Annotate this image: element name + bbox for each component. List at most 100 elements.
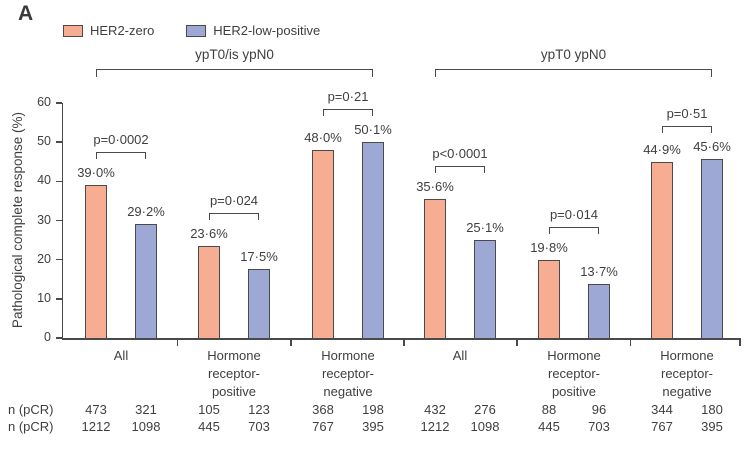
p-value-bracket [323,108,373,116]
y-tick-label: 30 [37,212,51,227]
p-value-label: p=0·024 [209,192,259,208]
category-tick [629,338,632,346]
p-value-label: p=0·21 [327,88,369,104]
bar-her2-zero-group1 [85,185,107,338]
p-value-bracket [435,165,485,173]
count-value: 767 [651,419,673,434]
category-label: All [452,348,468,363]
x-axis-line [61,338,741,340]
bar-her2-low-positive-group6 [701,159,723,338]
bar-value-label: 45·6% [693,139,731,155]
y-tick [55,337,62,339]
section-bracket-label-2: ypT0 ypN0 [540,47,607,62]
bar-value-label: 19·8% [530,240,568,256]
bar-value-label: 44·9% [643,142,681,158]
count-value: 1212 [81,419,111,434]
y-tick [55,102,62,104]
p-value-label: p<0·0001 [432,145,488,161]
count-value: 432 [424,402,446,417]
count-row-label: n (pCR) [8,402,54,417]
legend-item-her2-zero: HER2-zero [63,23,154,38]
legend-label-her2-zero: HER2-zero [90,23,155,38]
p-value-bracket [96,152,146,160]
section-bracket-1 [96,69,373,77]
count-value: 88 [541,402,557,417]
bar-her2-low-positive-group3 [362,141,384,338]
count-value: 1212 [420,419,450,434]
category-label: Hormone receptor- negative [321,348,375,399]
category-tick [403,338,405,346]
bar-value-label: 23·6% [190,225,228,241]
count-value: 473 [85,402,107,417]
bar-her2-zero-group3 [312,150,334,338]
bar-her2-zero-group5 [538,260,560,338]
count-value: 445 [538,419,560,434]
y-tick-label: 20 [37,251,51,266]
legend-swatch-her2-low-positive [186,24,207,37]
category-label: Hormone receptor- negative [660,348,714,399]
count-value: 123 [248,402,270,417]
p-value-bracket [549,227,599,235]
category-tick [176,338,179,346]
p-value-label: p=0·014 [549,207,599,223]
category-tick [516,338,518,346]
y-tick-label: 50 [37,134,51,149]
category-tick [739,338,741,346]
bar-her2-low-positive-group2 [248,269,270,338]
legend-swatch-her2-zero [63,24,83,37]
y-tick-label: 60 [37,95,51,109]
count-value: 1098 [470,419,500,434]
count-value: 445 [198,419,220,434]
count-value: 198 [362,402,384,417]
count-value: 344 [651,402,673,417]
p-value-label: p=0·0002 [93,132,149,148]
legend-label-her2-low-positive: HER2-low-positive [213,23,321,38]
y-tick [55,180,62,183]
p-value-bracket [662,126,712,134]
y-tick [55,141,62,143]
count-value: 703 [588,419,610,434]
bar-value-label: 13·7% [580,264,618,280]
panel-label: A [18,2,34,25]
section-bracket-2 [435,69,712,77]
count-value: 96 [591,402,607,417]
count-value: 703 [248,419,270,434]
bar-value-label: 50·1% [354,121,392,137]
legend-item-her2-low-positive: HER2-low-positive [186,23,320,38]
bar-her2-low-positive-group5 [588,284,610,338]
bar-her2-low-positive-group4 [474,239,496,338]
y-tick [55,298,62,300]
count-row-label: n (pCR) [8,419,54,434]
count-value: 321 [135,402,157,417]
p-value-bracket [209,212,259,220]
count-value: 395 [362,419,384,434]
bar-her2-zero-group2 [198,245,220,338]
count-value: 276 [474,402,496,417]
bar-her2-zero-group6 [651,162,673,338]
bar-value-label: 29·2% [127,203,165,219]
bar-value-label: 39·0% [77,165,115,181]
y-tick-label: 40 [37,173,51,188]
legend: HER2-zero HER2-low-positive [63,23,320,38]
count-value: 105 [198,402,220,417]
y-tick-label: 10 [37,290,51,305]
category-label: All [113,348,129,363]
count-value: 395 [701,419,723,434]
count-value: 1098 [131,419,161,434]
bar-value-label: 48·0% [304,130,342,145]
bar-her2-low-positive-group1 [135,223,157,338]
count-value: 368 [312,402,334,417]
bar-her2-zero-group4 [424,198,446,338]
y-tick-label: 0 [44,330,51,344]
bar-value-label: 35·6% [416,178,454,194]
y-tick [55,258,62,261]
y-axis-line [61,103,63,340]
category-label: Hormone receptor- positive [207,348,261,399]
p-value-label: p=0·51 [666,106,708,122]
y-tick [55,219,62,222]
bar-value-label: 17·5% [240,249,278,265]
category-tick [290,338,292,346]
bar-value-label: 25·1% [466,219,504,235]
